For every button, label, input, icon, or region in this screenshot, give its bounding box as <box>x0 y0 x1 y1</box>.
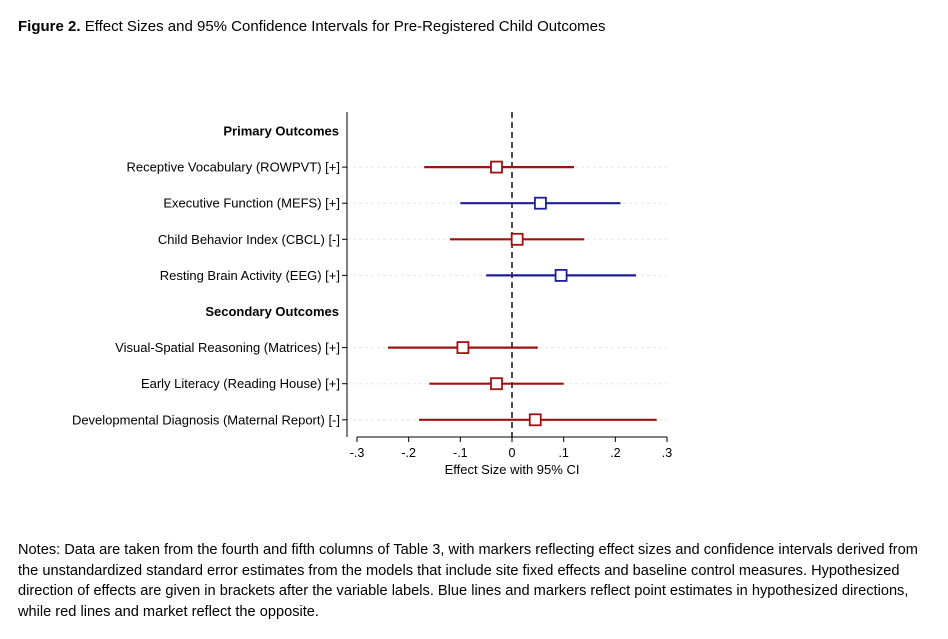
row-label: Resting Brain Activity (EEG) [+] <box>160 268 340 283</box>
x-tick-label: .3 <box>662 446 672 460</box>
x-tick-label: -.2 <box>401 446 416 460</box>
figure-label: Figure 2. <box>18 18 81 35</box>
row-label: Child Behavior Index (CBCL) [-] <box>158 232 340 247</box>
row-label: Visual-Spatial Reasoning (Matrices) [+] <box>115 340 340 355</box>
figure-title: Figure 2. Effect Sizes and 95% Confidenc… <box>18 18 606 35</box>
x-tick-label: .2 <box>610 446 620 460</box>
point-estimate-marker <box>534 196 547 210</box>
figure-title-text: Effect Sizes and 95% Confidence Interval… <box>84 18 606 35</box>
point-estimate-marker <box>528 413 542 427</box>
row-label: Early Literacy (Reading House) [+] <box>141 376 340 391</box>
section-header: Secondary Outcomes <box>205 304 339 319</box>
row-label: Developmental Diagnosis (Maternal Report… <box>72 412 340 427</box>
point-estimate-marker <box>510 232 524 246</box>
row-label: Executive Function (MEFS) [+] <box>163 196 340 211</box>
figure-notes: Notes: Data are taken from the fourth an… <box>18 542 918 620</box>
point-estimate-marker <box>456 341 470 355</box>
point-estimate-marker <box>490 377 503 391</box>
x-tick-label: -.3 <box>350 446 365 460</box>
x-tick-label: 0 <box>509 446 516 460</box>
forest-plot: Primary Outcomes Receptive Vocabulary (RO… <box>72 112 672 477</box>
point-estimate-marker <box>554 268 568 282</box>
x-axis-title: Effect Size with 95% CI <box>445 462 580 477</box>
x-tick-label: .1 <box>558 446 568 460</box>
row-label: Receptive Vocabulary (ROWPVT) [+] <box>127 160 341 175</box>
x-tick-label: -.1 <box>453 446 468 460</box>
point-estimate-marker <box>490 160 503 174</box>
section-header: Primary Outcomes <box>223 124 339 139</box>
